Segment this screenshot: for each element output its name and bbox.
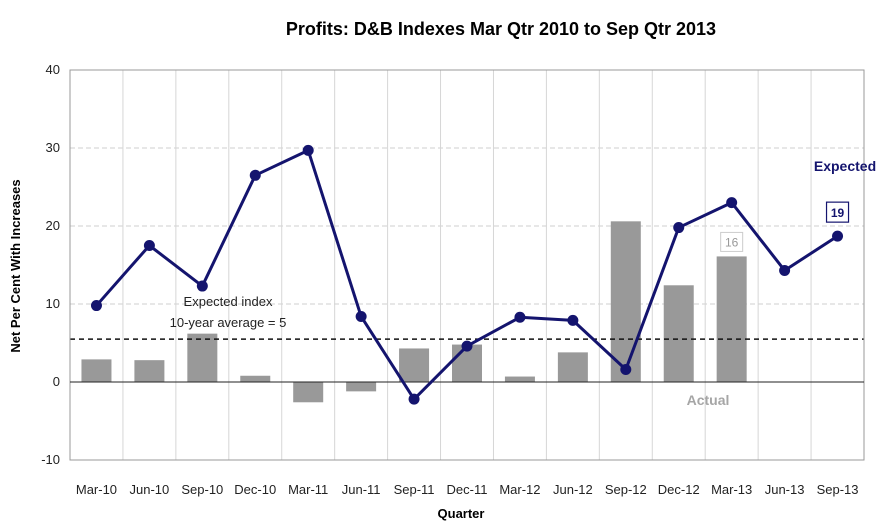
x-tick-label: Mar-13: [711, 482, 752, 497]
reference-label-line1: Expected index: [184, 294, 273, 309]
y-tick-label: 10: [46, 296, 60, 311]
reference-label-line2: 10-year average = 5: [170, 315, 287, 330]
expected-last-label-box: [825, 201, 850, 223]
actual-bar: [346, 382, 377, 392]
x-axis-label: Quarter: [438, 506, 485, 521]
expected-point: [567, 314, 579, 326]
actual-bar: [134, 360, 165, 382]
expected-line-group: [90, 144, 844, 405]
actual-annotation: Actual: [687, 392, 730, 408]
expected-point: [620, 364, 632, 376]
plot-border: [69, 69, 865, 461]
expected-point: [90, 300, 102, 312]
expected-point: [249, 169, 261, 181]
actual-bar: [240, 375, 271, 382]
actual-bar: [557, 352, 588, 382]
expected-point: [832, 230, 844, 242]
y-tick-label: 30: [46, 140, 60, 155]
actual-bar: [187, 333, 218, 382]
actual-bar: [716, 256, 747, 382]
gridlines: [70, 69, 864, 461]
x-tick-label: Mar-10: [76, 482, 117, 497]
chart-title: Profits: D&B Indexes Mar Qtr 2010 to Sep…: [286, 19, 716, 39]
x-tick-label: Sep-10: [181, 482, 223, 497]
expected-annotation: Expected: [814, 158, 876, 174]
x-tick-label: Dec-11: [447, 482, 488, 497]
x-tick-label: Mar-11: [288, 482, 328, 497]
y-tick-label: 20: [46, 218, 60, 233]
expected-point: [302, 144, 314, 156]
y-axis-label: Net Per Cent With Increases: [8, 179, 23, 352]
actual-bar: [293, 382, 324, 403]
expected-point: [196, 280, 208, 292]
axes: [69, 69, 865, 461]
expected-point: [143, 240, 155, 251]
actual-bar: [610, 221, 641, 382]
actual-bars: [81, 221, 747, 403]
actual-last-label-box: [720, 231, 744, 252]
actual-bar: [663, 285, 694, 382]
x-tick-label: Sep-12: [605, 482, 647, 497]
x-tick-label: Sep-13: [817, 482, 859, 497]
labels: -10 0 10 20 30 40 Mar-10 Jun-10 Sep-10 Dec-10 Mar-…: [41, 62, 876, 497]
expected-last-label: 19: [831, 206, 845, 220]
x-tick-label: Sep-11: [394, 482, 435, 497]
y-tick-label: 0: [53, 374, 60, 389]
actual-bar: [399, 348, 430, 382]
expected-point: [355, 310, 367, 322]
actual-last-label: 16: [725, 235, 739, 249]
expected-point: [673, 222, 685, 234]
x-tick-label: Mar-12: [499, 482, 540, 497]
expected-point: [779, 264, 791, 276]
x-tick-label: Jun-11: [342, 482, 381, 497]
x-tick-label: Jun-12: [553, 482, 593, 497]
y-tick-label: 40: [46, 62, 60, 77]
x-tick-label: Jun-13: [765, 482, 805, 497]
y-tick-label: -10: [41, 452, 60, 467]
actual-bar: [81, 359, 112, 382]
x-tick-label: Dec-12: [658, 482, 700, 497]
x-tick-label: Jun-10: [130, 482, 170, 497]
expected-point: [726, 197, 738, 209]
expected-point: [514, 311, 526, 323]
x-tick-label: Dec-10: [234, 482, 276, 497]
expected-point: [408, 393, 420, 405]
expected-point: [461, 340, 473, 352]
actual-bar: [504, 376, 535, 382]
